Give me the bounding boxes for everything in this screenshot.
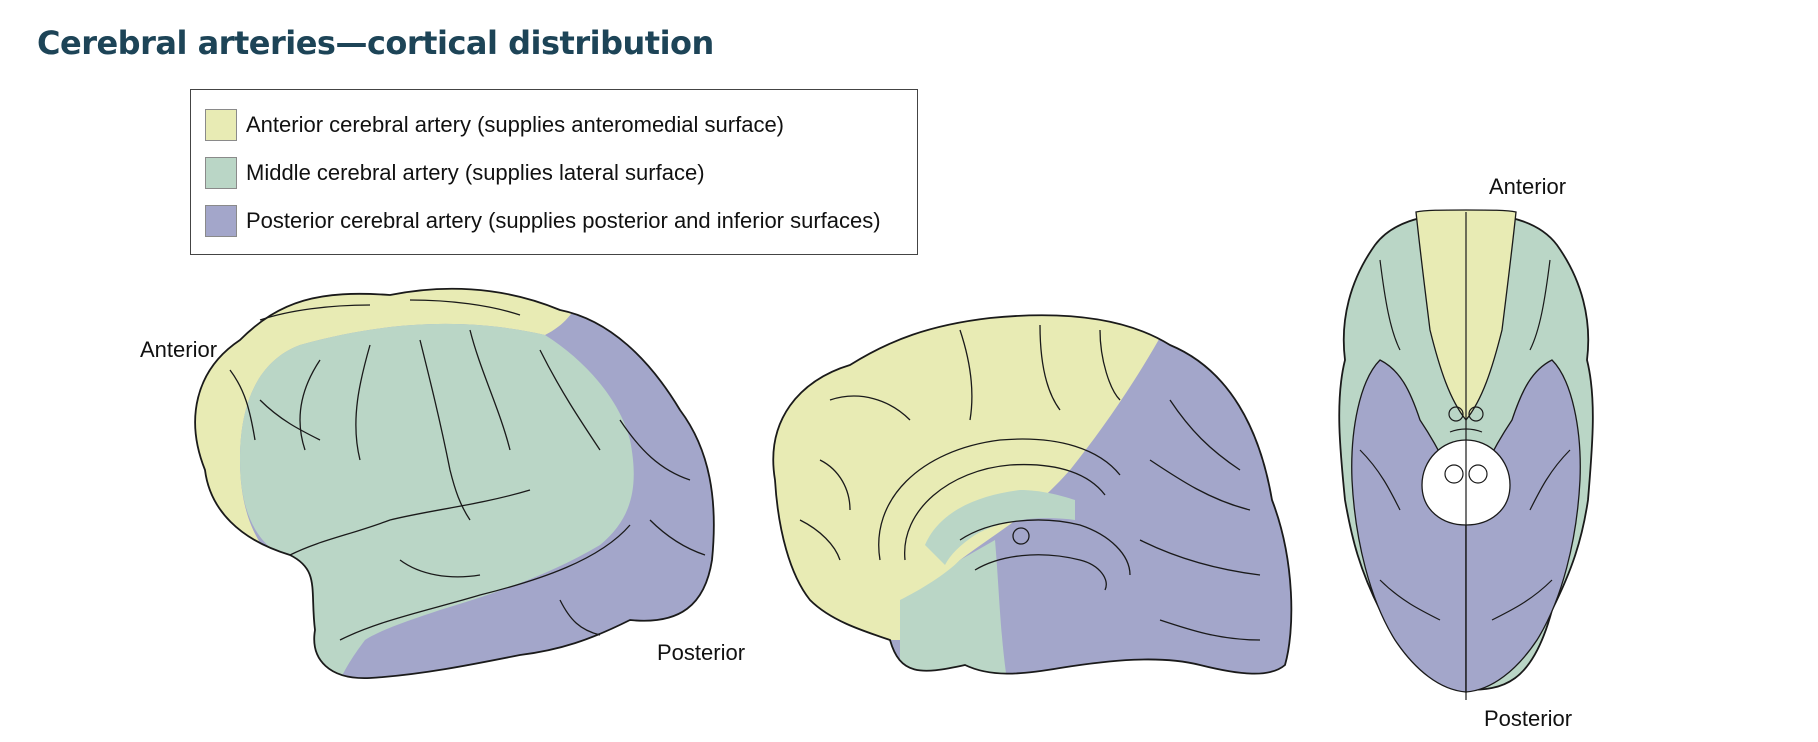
lateral-posterior-label: Posterior — [657, 640, 746, 665]
diagram-title: Cerebral arteries—cortical distribution — [37, 24, 714, 62]
inferior-posterior-right — [1465, 359, 1581, 693]
lateral-gyri-lines — [229, 299, 706, 641]
legend-label-middle: Middle cerebral artery (supplies lateral… — [246, 160, 705, 185]
legend-swatch-posterior — [205, 205, 237, 237]
inferior-posterior-left — [1351, 359, 1467, 693]
legend-label-posterior: Posterior cerebral artery (supplies post… — [246, 208, 881, 233]
medial-middle-region — [900, 540, 1010, 674]
medial-middle-region-2 — [925, 490, 1075, 565]
medial-gyri-lines — [799, 324, 1261, 641]
legend-item-posterior: Posterior cerebral artery (supplies post… — [205, 204, 881, 238]
legend: Anterior cerebral artery (supplies anter… — [190, 89, 918, 255]
legend-item-anterior: Anterior cerebral artery (supplies anter… — [205, 108, 784, 142]
legend-swatch-anterior — [205, 109, 237, 141]
inferior-detail-lines — [1359, 212, 1571, 700]
inferior-view — [1338, 209, 1594, 700]
lateral-anterior-region — [195, 288, 590, 560]
legend-swatch-middle — [205, 157, 237, 189]
lateral-anterior-label: Anterior — [140, 337, 218, 362]
medial-view — [772, 314, 1293, 675]
lateral-middle-region — [240, 323, 634, 679]
inferior-posterior-label: Posterior — [1484, 706, 1573, 731]
legend-item-middle: Middle cerebral artery (supplies lateral… — [205, 156, 705, 190]
medial-anterior-region — [773, 315, 1180, 640]
inferior-anterior-label: Anterior — [1489, 174, 1567, 199]
legend-label-anterior: Anterior cerebral artery (supplies anter… — [246, 112, 785, 137]
lateral-view — [194, 287, 715, 679]
